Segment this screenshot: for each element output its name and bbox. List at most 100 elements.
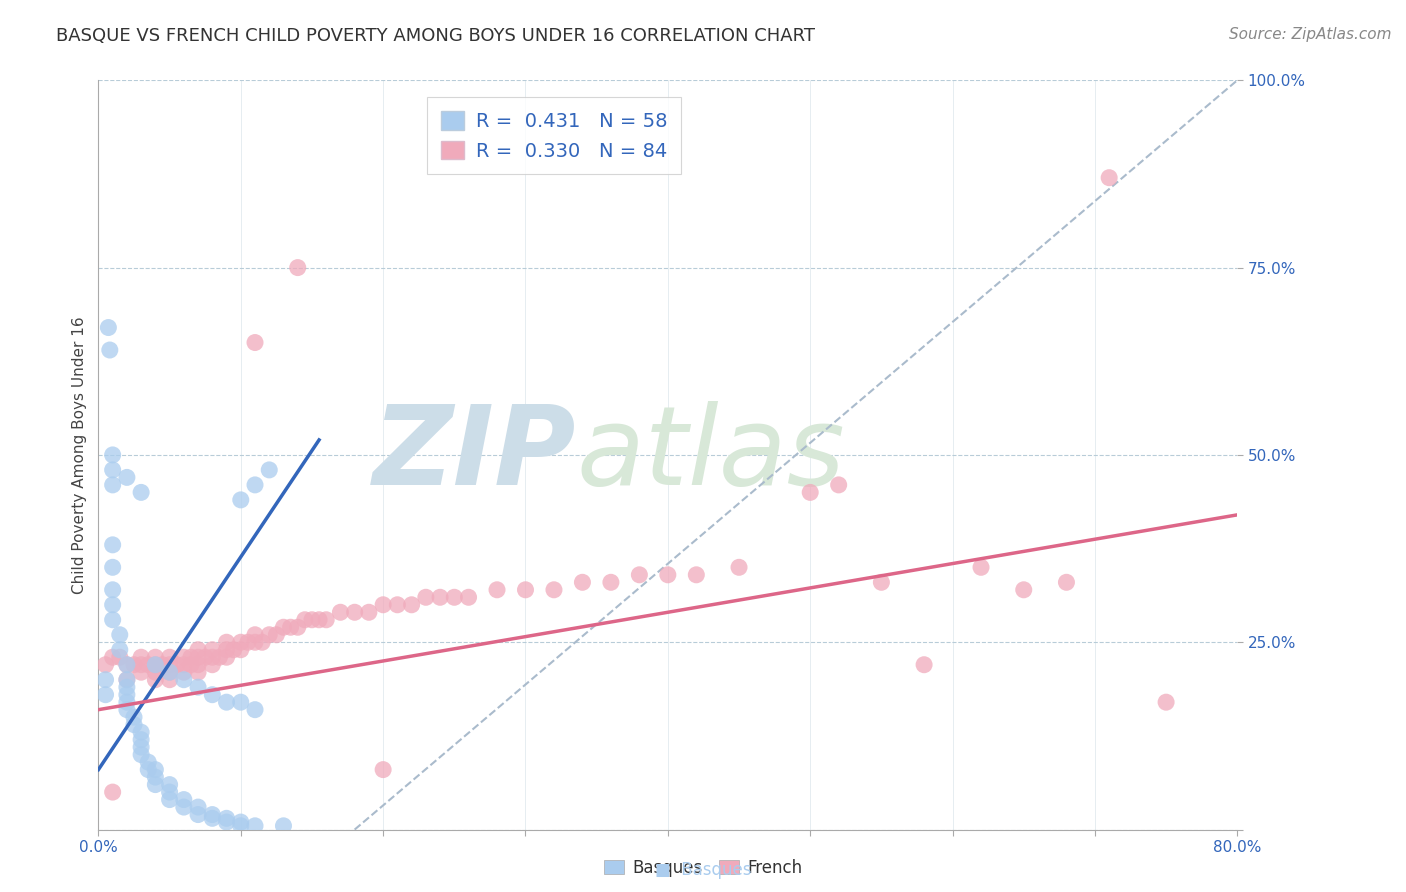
Point (443, 591, 465, 605)
Point (129, 650, 152, 665)
Point (201, 650, 224, 665)
Point (115, 688, 138, 702)
Point (799, 485, 821, 500)
Point (173, 665, 195, 680)
Point (187, 680, 209, 694)
Point (201, 688, 224, 702)
Point (115, 657, 138, 672)
Point (159, 665, 181, 680)
Point (600, 575, 623, 590)
Point (243, 819, 266, 833)
Point (129, 732, 152, 747)
Point (187, 642, 209, 657)
Point (145, 657, 167, 672)
Point (1056, 575, 1078, 590)
Point (229, 815, 252, 830)
Point (187, 800, 209, 814)
Point (828, 478, 851, 492)
Point (115, 703, 138, 717)
Point (101, 463, 124, 477)
Point (136, 755, 159, 769)
Point (159, 665, 181, 680)
Point (259, 463, 281, 477)
Point (357, 605, 380, 619)
Point (145, 770, 167, 784)
Point (145, 650, 167, 665)
Point (129, 740, 152, 755)
Point (166, 657, 188, 672)
Point (287, 620, 309, 634)
Point (387, 598, 409, 612)
Point (912, 657, 935, 672)
Point (145, 665, 167, 680)
Point (159, 673, 181, 687)
Point (180, 657, 202, 672)
Point (243, 335, 266, 350)
Point (229, 819, 252, 833)
Point (129, 485, 152, 500)
Point (173, 673, 195, 687)
Text: Source: ZipAtlas.com: Source: ZipAtlas.com (1229, 27, 1392, 42)
Point (180, 650, 202, 665)
Point (343, 605, 366, 619)
Point (115, 673, 138, 687)
Point (187, 657, 209, 672)
Point (173, 800, 195, 814)
Point (122, 657, 145, 672)
Point (486, 582, 509, 597)
Point (657, 567, 679, 582)
Point (266, 628, 288, 642)
Point (159, 792, 181, 806)
Point (373, 598, 395, 612)
Point (273, 620, 295, 634)
Point (187, 650, 209, 665)
Point (201, 807, 224, 822)
Point (101, 448, 124, 462)
Point (515, 582, 537, 597)
Point (222, 642, 245, 657)
Point (159, 778, 181, 792)
Point (173, 650, 195, 665)
Point (108, 628, 131, 642)
Point (243, 635, 266, 649)
Point (970, 560, 993, 574)
Point (159, 785, 181, 799)
Point (145, 657, 167, 672)
Point (187, 807, 209, 822)
Point (101, 538, 124, 552)
Point (97, 320, 120, 334)
Point (243, 478, 266, 492)
Point (136, 763, 159, 777)
Point (1098, 170, 1121, 185)
Point (145, 763, 167, 777)
Point (543, 582, 565, 597)
Point (401, 598, 423, 612)
Point (152, 657, 174, 672)
Point (129, 665, 152, 680)
Point (208, 650, 231, 665)
Point (243, 628, 266, 642)
Point (685, 567, 707, 582)
Point (129, 657, 152, 672)
Point (229, 642, 252, 657)
Legend: R =  0.431   N = 58, R =  0.330   N = 84: R = 0.431 N = 58, R = 0.330 N = 84 (427, 97, 681, 174)
Point (115, 657, 138, 672)
Text: BASQUE VS FRENCH CHILD POVERTY AMONG BOYS UNDER 16 CORRELATION CHART: BASQUE VS FRENCH CHILD POVERTY AMONG BOY… (56, 27, 815, 45)
Text: ■  Basques: ■ Basques (655, 861, 751, 879)
Point (287, 260, 309, 275)
Point (1154, 695, 1177, 709)
Point (122, 717, 145, 731)
Point (215, 635, 238, 649)
Point (259, 628, 281, 642)
Point (215, 642, 238, 657)
Point (136, 657, 159, 672)
Point (201, 642, 224, 657)
Text: atlas: atlas (576, 401, 845, 508)
Point (98, 343, 121, 357)
Point (273, 819, 295, 833)
Point (115, 470, 138, 484)
Point (308, 613, 330, 627)
Text: ZIP: ZIP (373, 401, 576, 508)
Point (201, 811, 224, 825)
Point (159, 650, 181, 665)
